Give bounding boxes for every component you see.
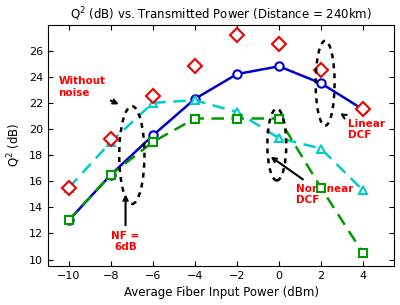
Text: Linear
DCF: Linear DCF	[342, 114, 385, 140]
Text: Nonlinear
DCF: Nonlinear DCF	[272, 158, 353, 205]
Text: Without
noise: Without noise	[58, 76, 117, 103]
Text: NF =
6dB: NF = 6dB	[112, 197, 140, 252]
X-axis label: Average Fiber Input Power (dBm): Average Fiber Input Power (dBm)	[124, 286, 319, 300]
Title: Q$^2$ (dB) vs. Transmitted Power (Distance = 240km): Q$^2$ (dB) vs. Transmitted Power (Distan…	[70, 5, 372, 23]
Y-axis label: Q$^2$ (dB): Q$^2$ (dB)	[6, 123, 23, 167]
